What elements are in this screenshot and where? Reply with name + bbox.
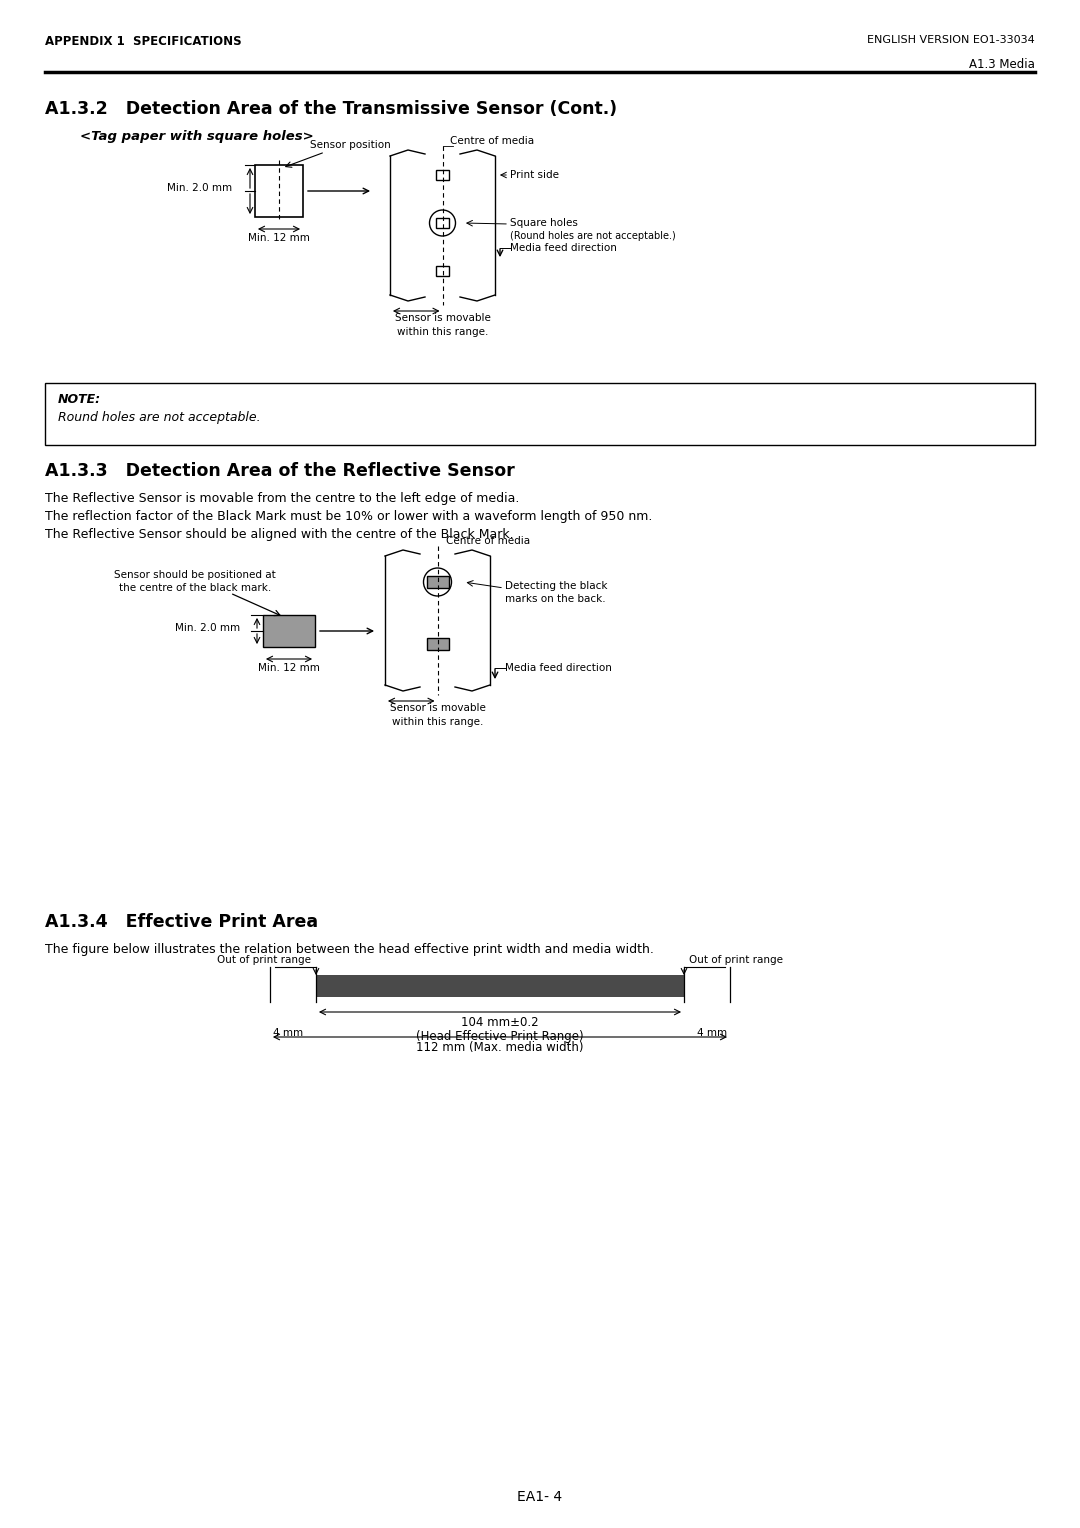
Text: within this range.: within this range. [396, 327, 488, 338]
Text: within this range.: within this range. [392, 717, 483, 727]
Text: Detecting the black: Detecting the black [505, 581, 607, 591]
Text: Out of print range: Out of print range [689, 955, 783, 966]
Bar [427, 639, 448, 649]
Text: NOTE:: NOTE: [58, 393, 102, 406]
Text: A1.3.3   Detection Area of the Reflective Sensor: A1.3.3 Detection Area of the Reflective … [45, 461, 515, 480]
Text: Square holes: Square holes [510, 219, 578, 228]
Bar [255, 165, 303, 217]
Text: Media feed direction: Media feed direction [505, 663, 612, 672]
Text: A1.3 Media: A1.3 Media [969, 58, 1035, 70]
Text: Sensor position: Sensor position [310, 141, 391, 150]
Text: (Head Effective Print Range): (Head Effective Print Range) [416, 1030, 584, 1044]
Text: 4 mm: 4 mm [697, 1028, 727, 1038]
Text: Round holes are not acceptable.: Round holes are not acceptable. [58, 411, 260, 423]
Text: Print side: Print side [510, 170, 559, 180]
Text: Sensor is movable: Sensor is movable [394, 313, 490, 322]
Text: The Reflective Sensor should be aligned with the centre of the Black Mark.: The Reflective Sensor should be aligned … [45, 529, 514, 541]
Text: 104 mm±0.2: 104 mm±0.2 [461, 1016, 539, 1028]
Text: EA1- 4: EA1- 4 [517, 1490, 563, 1504]
Text: <Tag paper with square holes>: <Tag paper with square holes> [80, 130, 314, 144]
Text: Min. 12 mm: Min. 12 mm [248, 232, 310, 243]
Text: 112 mm (Max. media width): 112 mm (Max. media width) [416, 1041, 584, 1054]
Text: Sensor should be positioned at: Sensor should be positioned at [114, 570, 275, 581]
Text: Min. 12 mm: Min. 12 mm [258, 663, 320, 672]
Text: Sensor is movable: Sensor is movable [390, 703, 485, 714]
Bar [436, 266, 449, 277]
Text: Min. 2.0 mm: Min. 2.0 mm [167, 183, 232, 193]
Text: Out of print range: Out of print range [217, 955, 311, 966]
Text: A1.3.4   Effective Print Area: A1.3.4 Effective Print Area [45, 914, 319, 931]
Text: ENGLISH VERSION EO1-33034: ENGLISH VERSION EO1-33034 [867, 35, 1035, 44]
Text: Centre of media: Centre of media [446, 536, 529, 545]
Text: The reflection factor of the Black Mark must be 10% or lower with a waveform len: The reflection factor of the Black Mark … [45, 510, 652, 523]
Text: A1.3.2   Detection Area of the Transmissive Sensor (Cont.): A1.3.2 Detection Area of the Transmissiv… [45, 99, 617, 118]
Text: APPENDIX 1  SPECIFICATIONS: APPENDIX 1 SPECIFICATIONS [45, 35, 242, 47]
Bar [45, 384, 1035, 445]
Text: Min. 2.0 mm: Min. 2.0 mm [175, 623, 240, 633]
Text: the centre of the black mark.: the centre of the black mark. [119, 584, 271, 593]
Text: The Reflective Sensor is movable from the centre to the left edge of media.: The Reflective Sensor is movable from th… [45, 492, 519, 504]
Text: marks on the back.: marks on the back. [505, 594, 606, 604]
Text: Centre of media: Centre of media [450, 136, 535, 147]
Text: 4 mm: 4 mm [273, 1028, 303, 1038]
Bar [436, 219, 449, 228]
Bar [436, 170, 449, 180]
Text: Media feed direction: Media feed direction [510, 243, 617, 254]
Bar [264, 614, 315, 646]
Text: The figure below illustrates the relation between the head effective print width: The figure below illustrates the relatio… [45, 943, 653, 957]
Bar [427, 576, 448, 588]
Bar [316, 975, 684, 996]
Text: (Round holes are not acceptable.): (Round holes are not acceptable.) [510, 231, 676, 241]
